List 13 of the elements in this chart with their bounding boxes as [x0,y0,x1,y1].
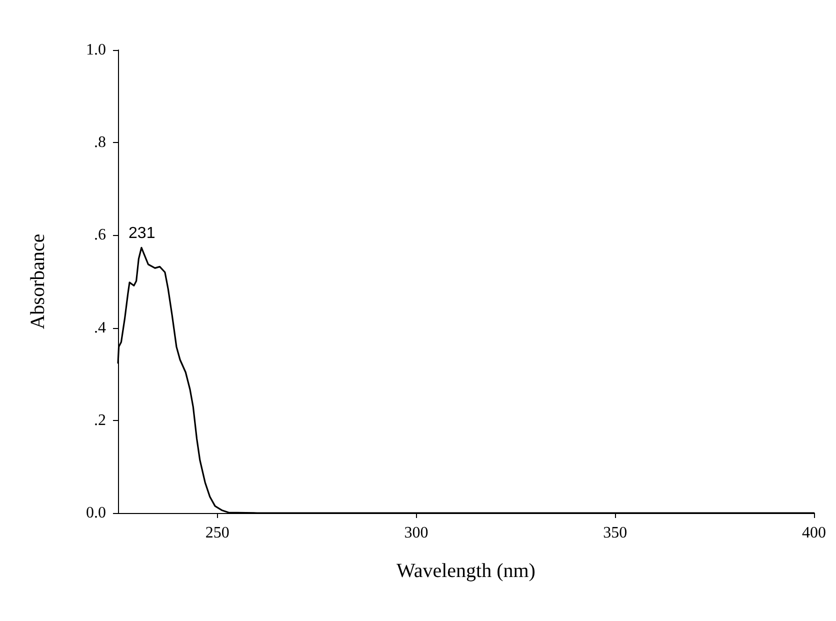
x-axis-title: Wavelength (nm) [396,560,536,582]
x-tick-label: 350 [603,524,628,542]
y-tick-label: .2 [94,412,106,429]
x-tick-label: 250 [205,524,230,542]
y-tick-label: .8 [94,134,106,152]
y-tick-label: .6 [94,226,106,244]
x-tick-label: 400 [802,524,826,542]
x-tick-label: 300 [404,524,428,542]
y-axis-title: Absorbance [27,234,49,330]
y-tick-label: 0.0 [86,504,106,522]
annotation: 231 [128,225,156,242]
y-tick-label: .4 [94,319,106,336]
y-tick-label: 1.0 [86,42,106,58]
